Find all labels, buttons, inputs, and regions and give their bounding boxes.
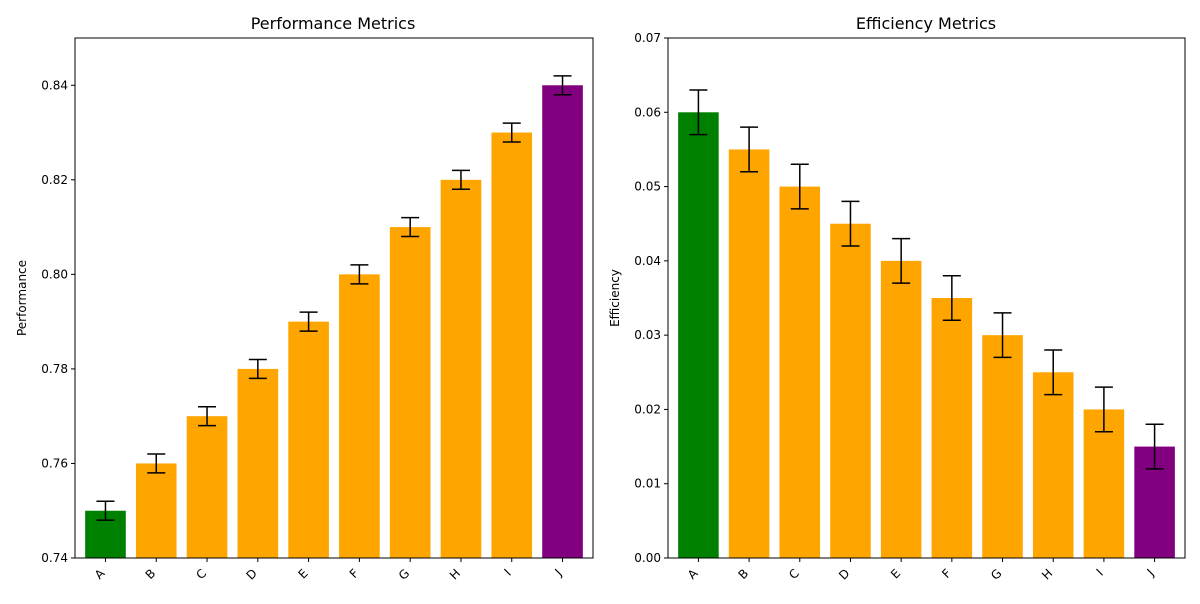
y-tick-label: 0.80 [41,267,68,281]
x-tick-label: F [347,566,362,581]
bar-d [830,223,871,558]
y-tick-label: 0.05 [634,180,661,194]
bar-e [288,321,329,558]
error-bar-b [147,453,166,474]
error-bar-j [1145,423,1164,470]
axes-frame [74,37,594,559]
chart-title: Performance Metrics [251,14,416,33]
error-bar-j [553,75,572,96]
x-tick-label: E [295,566,310,581]
error-bar-e [892,237,911,284]
x-tick-label: G [988,566,1004,582]
x-tick-label: A [92,566,108,582]
bar-b [135,463,177,558]
efficiency-chart-panel: Efficiency Metrics Efficiency 0.00 0.01 0.… [608,14,1186,583]
y-tick-label: 0.74 [41,551,68,565]
y-tick-label: 0.76 [41,456,68,470]
y-tick-label: 0.78 [41,362,68,376]
error-bar-g [993,312,1012,359]
x-tick-label: C [786,566,802,582]
x-tick-label: B [143,566,159,582]
y-axis-label: Performance [15,260,29,336]
error-bar-f [350,264,369,285]
y-tick-label: 0.06 [634,105,661,119]
bar-h [1032,372,1074,558]
bar-h [440,179,482,558]
x-tick-label: E [888,566,903,581]
performance-chart-panel: Performance Metrics Performance 0.74 0.76… [15,14,594,583]
bar-d [237,368,279,558]
error-bar-e [299,311,318,332]
y-tick-label: 0.82 [41,173,68,187]
y-tick-label: 0.01 [634,477,661,491]
x-tick-label: J [1144,566,1157,579]
y-tick-label: 0.02 [634,402,661,416]
bar-f [931,298,973,558]
error-bar-i [502,122,521,143]
error-bar-h [1044,349,1063,396]
x-tick-label: D [244,566,260,582]
error-bar-i [1094,386,1113,433]
bar-i [1083,409,1125,558]
bar-i [491,132,533,559]
y-tick-label: 0.04 [634,254,661,268]
bar-a [678,112,719,558]
error-bar-a [96,500,115,521]
x-tick-label: D [836,566,852,582]
bar-c [779,186,821,558]
error-bar-c [198,405,217,427]
x-tick-label: B [735,566,751,582]
x-tick-label: A [685,566,701,582]
error-bar-a [689,89,708,136]
y-tick-label: 0.00 [634,551,661,565]
error-bar-c [790,163,809,210]
error-bar-d [841,200,860,247]
x-tick-label: C [193,566,209,582]
bar-f [339,274,380,558]
x-tick-label: G [396,566,412,582]
chart-title: Efficiency Metrics [856,14,996,33]
error-bar-h [451,169,470,191]
x-tick-label: H [447,566,463,582]
y-tick-label: 0.07 [634,31,661,45]
y-tick-label: 0.84 [41,78,68,92]
error-bar-f [942,274,961,322]
y-tick-label: 0.03 [634,328,661,342]
bar-g [982,335,1023,558]
x-tick-label: F [939,566,954,581]
bar-g [389,227,431,558]
bar-b [728,149,770,558]
y-axis-label: Efficiency [608,269,622,327]
error-bar-b [740,126,759,173]
axes-frame [667,37,1186,559]
bar-j [542,85,583,559]
x-tick-label: I [501,566,513,578]
error-bar-g [401,216,420,238]
error-bar-d [248,358,267,380]
x-tick-label: J [552,566,565,579]
x-tick-label: H [1039,566,1055,582]
x-tick-label: I [1094,566,1106,578]
bar-c [186,416,228,558]
bar-e [880,260,922,558]
